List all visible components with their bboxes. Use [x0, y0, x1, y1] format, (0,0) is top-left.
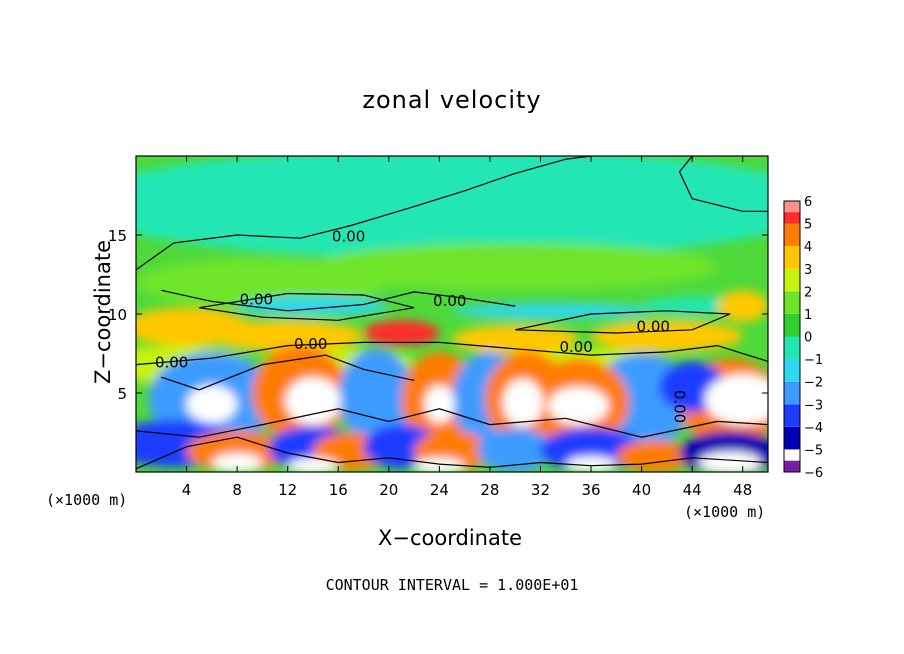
- contour-interval-note: CONTOUR INTERVAL = 1.000E+01: [325, 576, 579, 594]
- field-cell: [424, 385, 455, 424]
- x-tick-label: 36: [581, 481, 600, 499]
- colorbar-tick-label: 2: [804, 285, 812, 300]
- x-tick-label: 8: [232, 481, 242, 499]
- colorbar-tick-label: 0: [804, 331, 812, 346]
- colorbar-tick-label: −2: [804, 376, 823, 391]
- y-axis-label: Z−coordinate: [91, 240, 115, 384]
- field-cell: [285, 377, 341, 425]
- colorbar-tick-label: −1: [804, 353, 823, 368]
- colorbar-tick-label: −6: [804, 466, 823, 481]
- colorbar-tick-label: −3: [804, 398, 823, 413]
- contour-line: [136, 436, 768, 470]
- colorbar-tick-label: −5: [804, 443, 823, 458]
- colorbar-band: [784, 426, 800, 450]
- contour-line: [136, 341, 768, 366]
- field-cell: [540, 427, 642, 472]
- field-cell: [136, 156, 768, 259]
- velocity-field: [136, 156, 768, 472]
- contour-line: [136, 408, 768, 438]
- contour-labels: 0.00 0.00 0.00 0.00 0.00 0.00 0.00 0.00: [155, 227, 689, 423]
- contour-line: [515, 310, 731, 334]
- field-cell: [704, 374, 768, 425]
- x-tick-label: 48: [733, 481, 752, 499]
- x-tick-label: 44: [683, 481, 702, 499]
- x-tick-label: 28: [480, 481, 499, 499]
- x-tick-label: 20: [379, 481, 398, 499]
- field-cell: [452, 302, 655, 319]
- colorbar-band: [784, 223, 800, 247]
- colorbar-band: [784, 201, 800, 213]
- chart-title: zonal velocity: [362, 86, 542, 114]
- colorbar-tick-label: 3: [804, 263, 812, 278]
- contour-line: [161, 354, 415, 391]
- field-cell: [363, 320, 440, 346]
- contour-label: 0.00: [670, 390, 688, 423]
- colorbar-band: [784, 246, 800, 269]
- colorbar-band: [784, 291, 800, 314]
- field-cell: [591, 320, 743, 352]
- x-tick-label: 16: [329, 481, 348, 499]
- field-cell: [698, 451, 762, 472]
- field-cell: [717, 290, 768, 322]
- x-tick-label: 24: [430, 481, 449, 499]
- colorbar-tick-label: 5: [804, 218, 812, 233]
- contour-label: 0.00: [637, 317, 670, 335]
- field-cell: [502, 378, 544, 427]
- field-cell: [211, 453, 263, 472]
- colorbar-band: [784, 336, 800, 360]
- field-cell: [414, 457, 465, 472]
- contour-line: [136, 156, 592, 271]
- x-unit-note-right: (×1000 m): [684, 503, 766, 521]
- field-cell: [237, 296, 389, 316]
- field-cell: [565, 456, 617, 472]
- colorbar-tick-label: 6: [804, 195, 812, 210]
- colorbar-frame: [783, 200, 801, 473]
- contour-label: 0.00: [559, 338, 592, 356]
- contour-label: 0.00: [332, 227, 365, 245]
- colorbar-tick-label: −4: [804, 421, 823, 436]
- contour-label: 0.00: [240, 291, 273, 309]
- contour-label: 0.00: [294, 335, 327, 353]
- colorbar-band: [784, 268, 800, 292]
- colorbar-band: [784, 460, 800, 472]
- contour-line: [161, 289, 516, 312]
- colorbar-tick-label: 4: [804, 240, 812, 255]
- y-tick-label: 10: [108, 306, 127, 324]
- colorbar-band: [784, 313, 800, 337]
- contour-label: 0.00: [433, 292, 466, 310]
- y-tick-label: 5: [117, 385, 127, 403]
- contour-line: [199, 292, 415, 321]
- field-cell: [211, 320, 364, 352]
- y-axis: 5 10 15: [108, 227, 768, 403]
- x-axis: 4 8 12 16 20 24 28 32 36 40 44 48: [182, 156, 752, 499]
- y-tick-label: 15: [108, 227, 127, 245]
- colorbar: 6 5 4 3 2 1 0 −1 −2 −3 −4 −5 −6: [783, 195, 823, 481]
- field-cell: [186, 385, 238, 424]
- contour-line: [678, 156, 768, 212]
- field-cell: [287, 457, 339, 472]
- contour-label: 0.00: [155, 354, 188, 372]
- field-cell: [477, 427, 554, 472]
- x-axis-label: X−coordinate: [378, 526, 522, 550]
- colorbar-band: [784, 381, 800, 405]
- x-tick-label: 40: [632, 481, 651, 499]
- x-tick-label: 32: [531, 481, 550, 499]
- x-tick-label: 4: [182, 481, 192, 499]
- x-unit-note-left: (×1000 m): [46, 491, 128, 509]
- colorbar-band: [784, 359, 800, 382]
- colorbar-band: [784, 404, 800, 427]
- field-cell: [312, 242, 718, 291]
- colorbar-tick-label: 1: [804, 308, 812, 323]
- zero-contours: [136, 156, 768, 470]
- plot-area: [136, 156, 768, 472]
- field-cell: [186, 430, 288, 472]
- field-cell: [548, 386, 609, 425]
- x-tick-label: 12: [278, 481, 297, 499]
